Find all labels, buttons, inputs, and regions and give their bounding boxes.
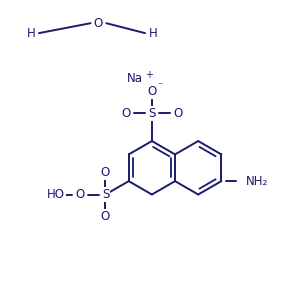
Text: O: O [173,107,182,120]
Text: O: O [101,210,110,223]
Text: +: + [145,70,153,80]
Text: O: O [101,166,110,179]
Text: S: S [102,188,109,201]
Text: S: S [148,107,156,120]
Text: O: O [94,17,103,30]
Text: Na: Na [127,72,143,85]
Text: NH₂: NH₂ [245,175,268,188]
Text: H: H [27,26,35,40]
Text: O: O [147,85,156,98]
Text: O: O [121,107,131,120]
Text: O: O [75,188,84,201]
Text: ⁻: ⁻ [157,81,162,92]
Text: H: H [149,26,157,40]
Text: HO: HO [47,188,65,201]
